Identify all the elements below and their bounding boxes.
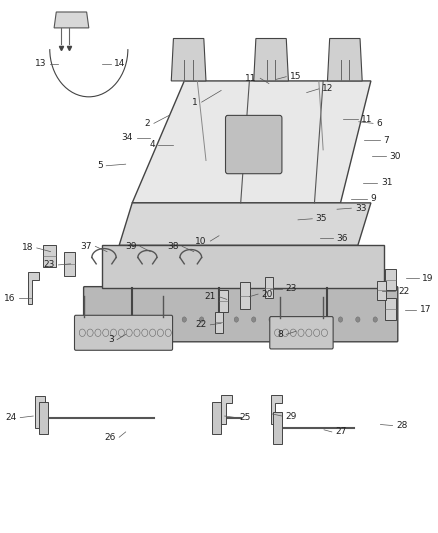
Text: 20: 20 bbox=[261, 289, 273, 298]
Polygon shape bbox=[271, 395, 282, 424]
Text: 38: 38 bbox=[167, 242, 179, 251]
Text: 2: 2 bbox=[145, 119, 150, 128]
Polygon shape bbox=[28, 272, 39, 304]
Text: 27: 27 bbox=[336, 427, 346, 437]
Circle shape bbox=[356, 317, 360, 322]
Text: 12: 12 bbox=[322, 84, 334, 93]
Polygon shape bbox=[212, 402, 221, 433]
Text: 15: 15 bbox=[290, 72, 301, 81]
Text: 39: 39 bbox=[125, 242, 137, 251]
Polygon shape bbox=[132, 81, 371, 203]
Circle shape bbox=[95, 317, 100, 322]
Text: 11: 11 bbox=[361, 115, 373, 124]
Circle shape bbox=[182, 317, 187, 322]
Text: 4: 4 bbox=[149, 140, 155, 149]
Polygon shape bbox=[39, 402, 48, 433]
Text: 23: 23 bbox=[44, 261, 55, 269]
Text: 26: 26 bbox=[104, 433, 116, 442]
Text: 23: 23 bbox=[286, 284, 297, 293]
Text: 31: 31 bbox=[381, 178, 392, 187]
Text: 17: 17 bbox=[420, 305, 431, 314]
Bar bbox=[43, 245, 56, 266]
Text: 7: 7 bbox=[383, 136, 389, 145]
Text: 33: 33 bbox=[355, 204, 366, 213]
Text: 36: 36 bbox=[336, 234, 348, 243]
Text: 13: 13 bbox=[35, 60, 46, 68]
Text: 21: 21 bbox=[204, 292, 215, 301]
Text: 18: 18 bbox=[22, 244, 33, 253]
Polygon shape bbox=[54, 12, 89, 28]
Text: 29: 29 bbox=[286, 411, 297, 421]
Text: 9: 9 bbox=[370, 194, 376, 203]
Text: 1: 1 bbox=[192, 98, 198, 107]
Circle shape bbox=[304, 317, 308, 322]
Bar bbox=[240, 282, 251, 309]
Circle shape bbox=[113, 317, 117, 322]
Polygon shape bbox=[328, 38, 362, 81]
Circle shape bbox=[269, 317, 273, 322]
Bar bbox=[385, 269, 396, 290]
Polygon shape bbox=[102, 245, 384, 288]
Polygon shape bbox=[221, 395, 232, 424]
Text: 34: 34 bbox=[122, 133, 133, 142]
Circle shape bbox=[373, 317, 378, 322]
Bar bbox=[64, 252, 75, 276]
Text: 22: 22 bbox=[196, 320, 207, 329]
Bar bbox=[215, 312, 223, 333]
Circle shape bbox=[234, 317, 239, 322]
Polygon shape bbox=[35, 397, 46, 428]
Text: 25: 25 bbox=[240, 413, 251, 422]
Circle shape bbox=[148, 317, 152, 322]
Text: 16: 16 bbox=[4, 294, 16, 303]
Bar bbox=[219, 290, 228, 312]
Circle shape bbox=[321, 317, 325, 322]
Text: 14: 14 bbox=[114, 60, 125, 68]
Text: 28: 28 bbox=[396, 421, 407, 430]
Circle shape bbox=[199, 317, 204, 322]
Text: 3: 3 bbox=[108, 335, 113, 344]
FancyBboxPatch shape bbox=[84, 287, 398, 342]
Text: 5: 5 bbox=[97, 161, 102, 170]
Polygon shape bbox=[171, 38, 206, 81]
Text: 30: 30 bbox=[389, 152, 401, 161]
Text: 19: 19 bbox=[422, 273, 434, 282]
Circle shape bbox=[286, 317, 290, 322]
Polygon shape bbox=[273, 413, 282, 444]
Circle shape bbox=[217, 317, 221, 322]
Polygon shape bbox=[119, 203, 371, 245]
Text: 8: 8 bbox=[277, 330, 283, 339]
Circle shape bbox=[130, 317, 134, 322]
Circle shape bbox=[165, 317, 169, 322]
Bar bbox=[378, 281, 386, 300]
Bar bbox=[265, 277, 273, 298]
Circle shape bbox=[251, 317, 256, 322]
FancyBboxPatch shape bbox=[226, 115, 282, 174]
Text: 22: 22 bbox=[398, 287, 410, 296]
Text: 11: 11 bbox=[245, 74, 257, 83]
Text: 37: 37 bbox=[80, 242, 92, 251]
Polygon shape bbox=[254, 38, 289, 81]
Circle shape bbox=[338, 317, 343, 322]
FancyBboxPatch shape bbox=[74, 316, 173, 350]
Text: 10: 10 bbox=[195, 237, 207, 246]
Text: 6: 6 bbox=[377, 119, 382, 128]
Bar bbox=[385, 298, 396, 319]
Text: 35: 35 bbox=[316, 214, 327, 223]
Text: 24: 24 bbox=[6, 413, 17, 422]
FancyBboxPatch shape bbox=[270, 317, 333, 349]
